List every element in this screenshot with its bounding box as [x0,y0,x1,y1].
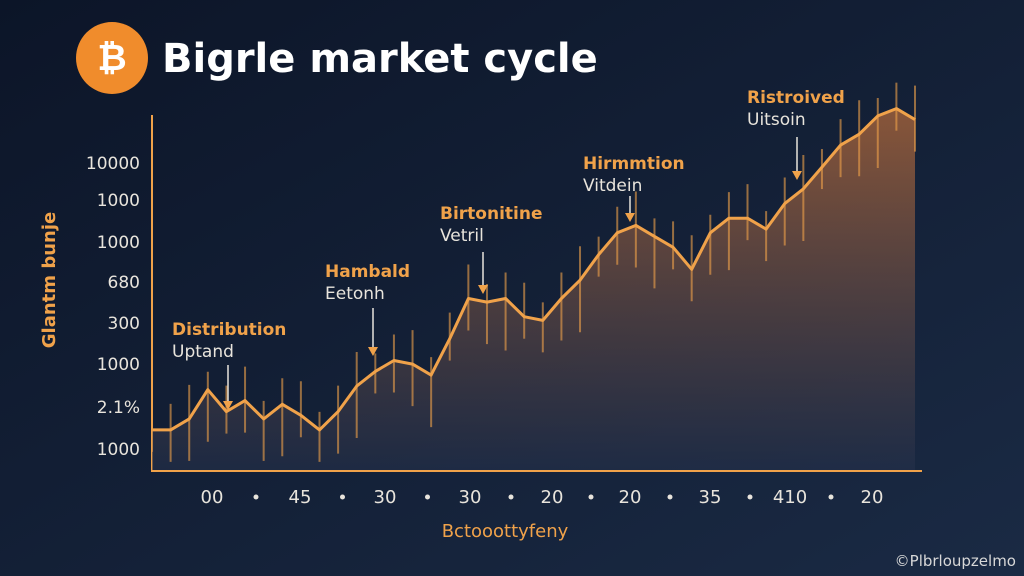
annotation-text: Vitdein [583,176,642,196]
watermark: ©Plbrloupzelmo [895,552,1016,570]
logo: ₿ [97,38,126,79]
x-tick-label: 20 [541,487,564,508]
x-dot [253,494,259,500]
x-dot [425,494,430,500]
x-tick-label: 30 [374,487,397,508]
annotation-title: Ristroived [747,88,845,108]
annotation-text: Vetril [440,226,484,246]
annotation-title: Hambald [325,262,410,282]
x-dot [747,494,753,500]
x-dot [508,494,514,500]
x-dot [828,494,834,500]
annotation-arrowhead [625,213,635,222]
y-tick-label: 1000 [97,233,140,253]
area [152,108,915,470]
x-tick-label: 35 [699,487,722,508]
y-axis-label: Glantm bunje [39,212,60,348]
x-tick-label: 20 [619,487,642,508]
x-tick-label: 410 [773,487,807,508]
annotation-arrowhead [792,171,802,180]
y-tick-label: 1000 [97,191,140,211]
annotation-text: Uitsoin [747,110,806,130]
x-dot [667,494,673,500]
y-tick-label: 2.1% [97,398,140,418]
logo-circle [76,22,148,94]
x-tick-label: 45 [289,487,312,508]
y-tick-label: 680 [108,273,140,293]
y-tick-label: 10000 [86,154,140,174]
annotation-text: Eetonh [325,284,385,304]
annotation-arrowhead [223,401,233,410]
x-dot [588,494,594,500]
x-tick-label: 20 [861,487,884,508]
line [152,107,916,432]
annotation-title: Distribution [172,320,286,340]
annotation-title: Birtonitine [440,204,543,224]
chart-title: Bigrle market cycle [162,36,598,82]
annotation-arrowhead [368,347,378,356]
y-tick-label: 1000 [97,355,140,375]
annotation-arrowhead [478,285,488,294]
x-dot [340,494,345,500]
annotation-text: Uptand [172,342,234,362]
x-tick-label: 00 [201,487,224,508]
x-axis-label: Bctooottyfeny [442,521,569,542]
y-tick-label: 300 [108,314,140,334]
x-tick-label: 30 [459,487,482,508]
y-tick-label: 1000 [97,440,140,460]
annotation-title: Hirmmtion [583,154,685,174]
